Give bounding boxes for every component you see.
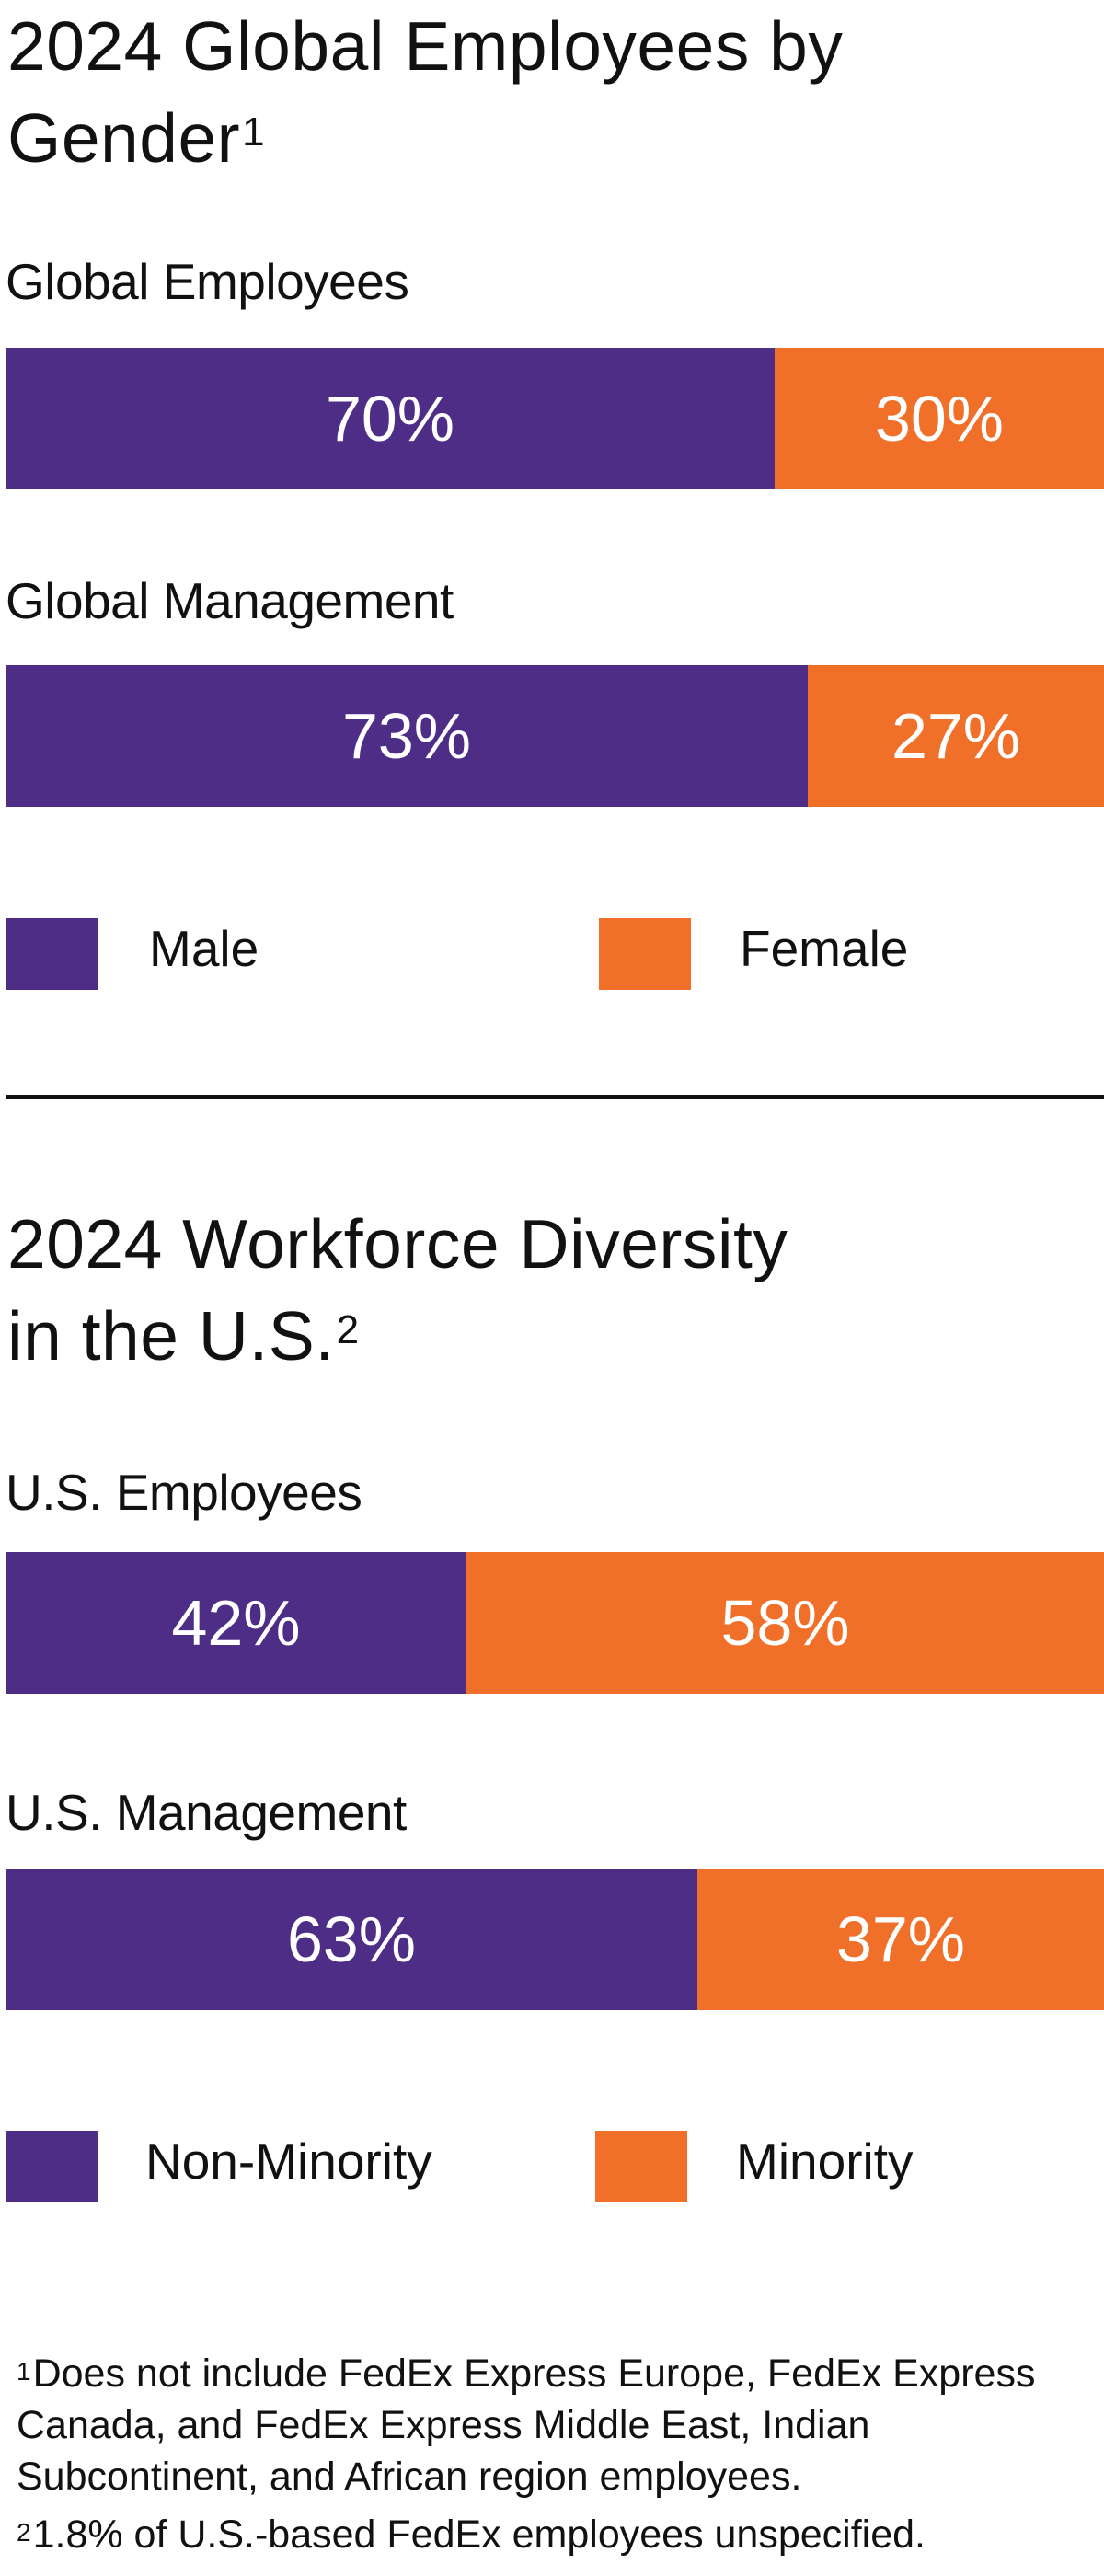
section-divider [6,1095,1104,1099]
bar-segment-female: 27% [808,665,1104,807]
chart-title-diversity-line1: 2024 Workforce Diversity [7,1205,788,1282]
footnote-1: 1Does not include FedEx Express Europe, … [17,2348,1098,2502]
data-label: 37% [835,1903,966,1975]
data-label: 27% [891,700,1021,772]
legend-swatch-minority [595,2131,687,2202]
footnote-mark-1: 1 [242,109,266,155]
legend-label-non-minority: Non-Minority [145,2133,432,2190]
legend-swatch-non-minority [6,2131,98,2202]
data-label: 70% [325,383,455,454]
footnote-1-text: Does not include FedEx Express Europe, F… [17,2352,1036,2499]
row-label-us-management: U.S. Management [6,1784,407,1841]
footnote-mark-2: 2 [336,1307,360,1352]
chart-title-diversity-line2: in the U.S. [7,1297,335,1374]
row-label-global-employees: Global Employees [6,253,409,310]
chart-title-gender-line1: 2024 Global Employees by [7,7,844,85]
row-label-us-employees: U.S. Employees [6,1464,362,1521]
legend-swatch-female [599,918,691,990]
bar-segment-minority: 58% [466,1552,1104,1694]
chart-title-diversity: 2024 Workforce Diversity in the U.S.2 [7,1198,788,1382]
legend-label-male: Male [149,920,259,977]
data-label: 42% [171,1587,301,1659]
data-label: 30% [874,383,1005,454]
legend-label-female: Female [740,920,909,977]
footnote-2: 21.8% of U.S.-based FedEx employees unsp… [17,2509,1098,2560]
footnote-1-mark: 1 [17,2357,31,2386]
chart-title-gender-line2: Gender [7,99,241,177]
bar-segment-male: 70% [6,348,775,489]
bar-segment-non-minority: 63% [6,1869,697,2010]
data-label: 63% [286,1903,417,1975]
footnote-2-mark: 2 [17,2518,31,2547]
row-label-global-management: Global Management [6,572,454,629]
bar-us-management: 63% 37% [6,1869,1104,2010]
bar-global-management: 73% 27% [6,665,1104,807]
chart-title-gender: 2024 Global Employees by Gender1 [7,0,843,184]
data-label: 73% [341,700,472,772]
bar-segment-minority: 37% [697,1869,1104,2010]
bar-global-employees: 70% 30% [6,348,1104,489]
bar-segment-non-minority: 42% [6,1552,466,1694]
data-label: 58% [720,1587,850,1659]
legend-swatch-male [6,918,98,990]
legend-label-minority: Minority [736,2133,914,2190]
bar-segment-female: 30% [775,348,1104,489]
bar-segment-male: 73% [6,665,808,807]
bar-us-employees: 42% 58% [6,1552,1104,1694]
footnote-2-text: 1.8% of U.S.-based FedEx employees unspe… [32,2513,926,2557]
